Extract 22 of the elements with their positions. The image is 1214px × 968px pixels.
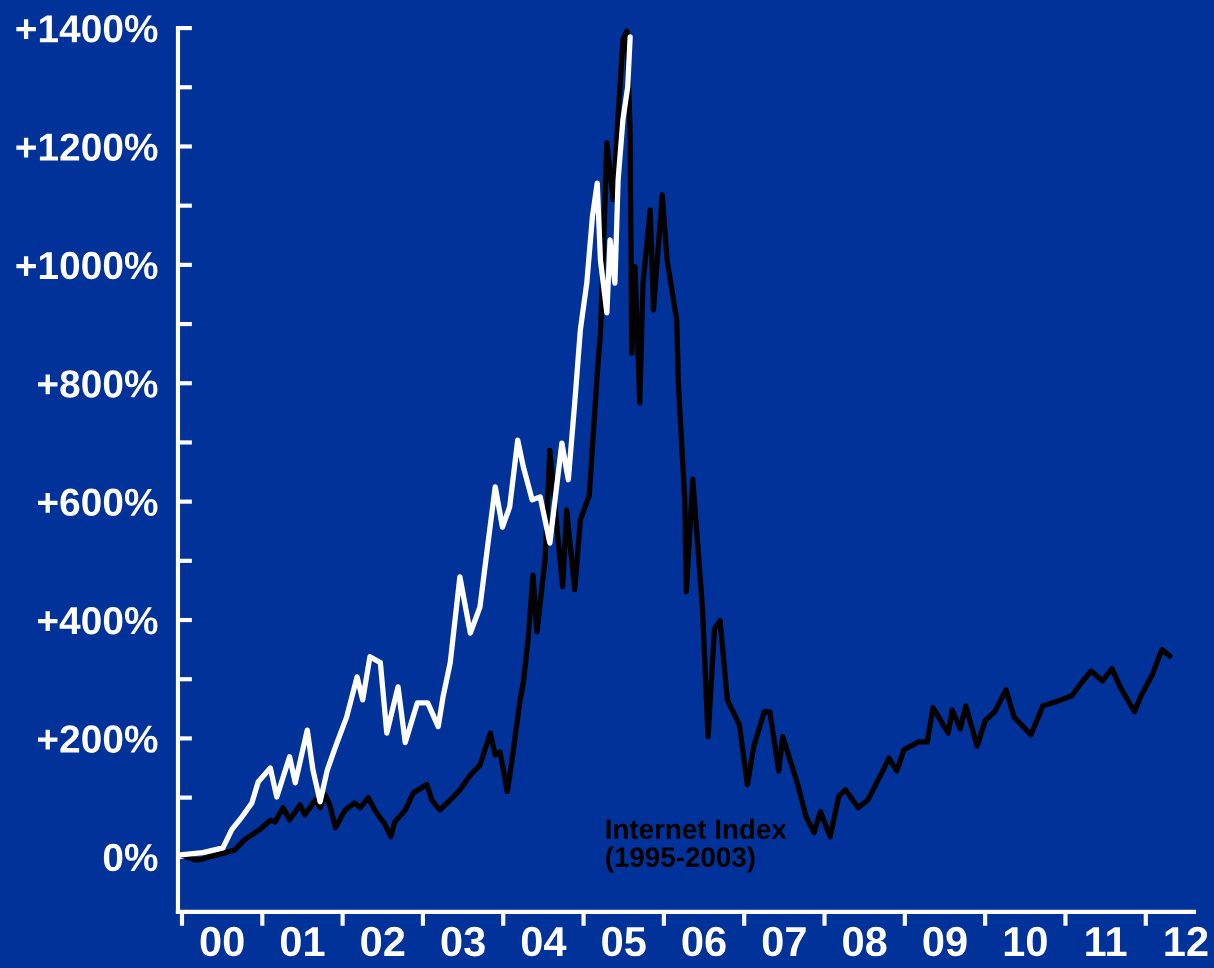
- series-label: Internet Index (1995-2003): [606, 818, 787, 873]
- y-tick-label: +800%: [37, 370, 158, 398]
- x-tick-label: 09: [923, 926, 967, 957]
- y-tick-label: 0%: [103, 843, 158, 872]
- x-tick-label: 02: [361, 926, 405, 957]
- y-tick-label: +600%: [37, 488, 158, 517]
- y-tick-label: +1200%: [16, 133, 158, 161]
- x-tick-label: 10: [1004, 926, 1047, 957]
- y-tick-label: +200%: [37, 725, 158, 753]
- x-tick-label: 00: [200, 926, 244, 957]
- x-tick-label: 05: [602, 926, 646, 957]
- y-tick-label: +1400%: [16, 15, 158, 43]
- x-tick-label: 11: [1086, 927, 1127, 956]
- x-tick-label: 04: [521, 926, 567, 957]
- x-tick-label: 03: [441, 926, 485, 957]
- y-tick-label: +400%: [37, 606, 158, 635]
- x-tick-label: 06: [682, 926, 726, 957]
- y-tick-label: +1000%: [16, 251, 158, 280]
- x-tick-label: 07: [762, 926, 806, 957]
- x-tick-label: 01: [280, 926, 325, 957]
- x-tick-label: 12: [1165, 926, 1208, 956]
- x-tick-label: 08: [843, 926, 887, 957]
